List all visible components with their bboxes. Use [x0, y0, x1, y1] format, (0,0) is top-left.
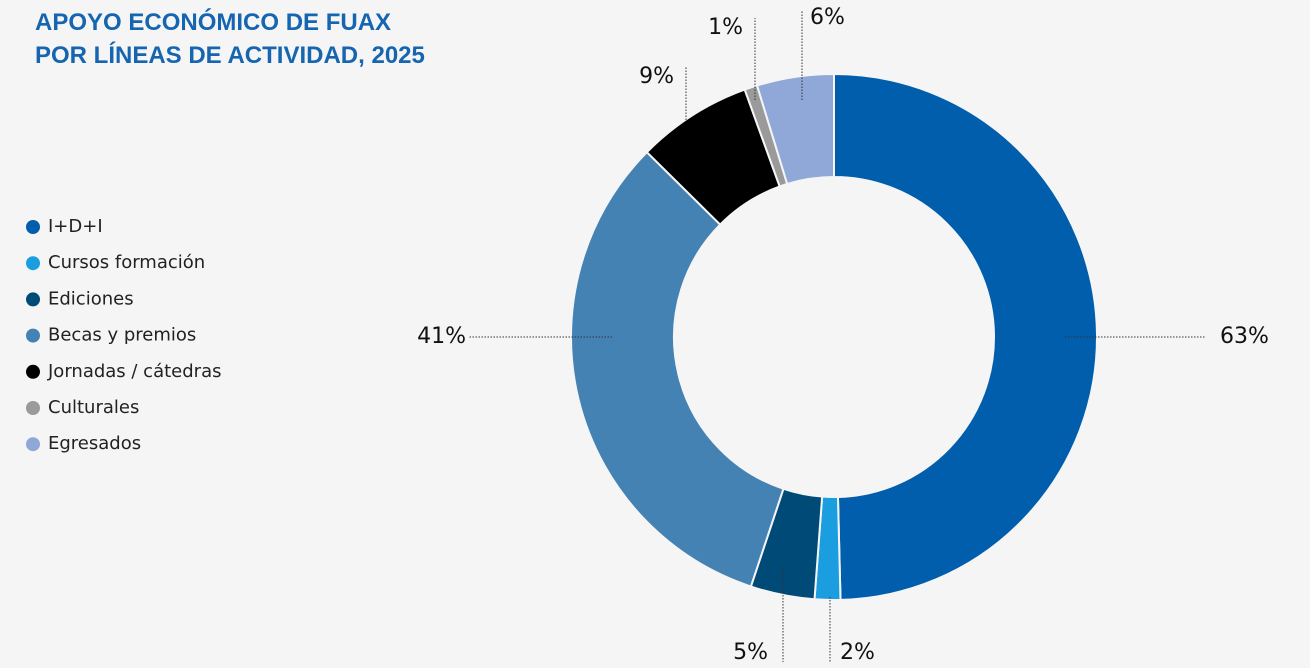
legend-label: Egresados [48, 433, 141, 454]
legend-swatch [26, 437, 40, 452]
legend-swatch [26, 364, 40, 379]
data-label: 41% [417, 324, 466, 349]
data-label: 2% [840, 640, 875, 665]
data-label: 63% [1220, 324, 1269, 349]
legend-swatch [26, 401, 40, 415]
chart-title: POR LÍNEAS DE ACTIVIDAD, 2025 [35, 41, 425, 69]
legend-label: Ediciones [48, 288, 134, 309]
legend-label: Jornadas / cátedras [47, 361, 221, 382]
data-label: 6% [810, 5, 845, 30]
donut-segment [755, 72, 835, 186]
legend-swatch [26, 328, 40, 343]
donut-segment [833, 72, 1098, 601]
data-label: 1% [708, 15, 743, 40]
donut-segment [570, 150, 785, 588]
legend-label: Cursos formación [48, 252, 205, 273]
legend-label: Culturales [48, 397, 139, 418]
legend-label: Becas y premios [48, 325, 196, 346]
data-label: 5% [733, 640, 768, 665]
legend-swatch [26, 292, 40, 307]
data-label: 9% [639, 64, 674, 89]
legend-label: I+D+I [48, 216, 103, 237]
legend-swatch [26, 220, 40, 234]
chart-title: APOYO ECONÓMICO DE FUAX [35, 8, 391, 36]
legend-swatch [26, 256, 40, 271]
